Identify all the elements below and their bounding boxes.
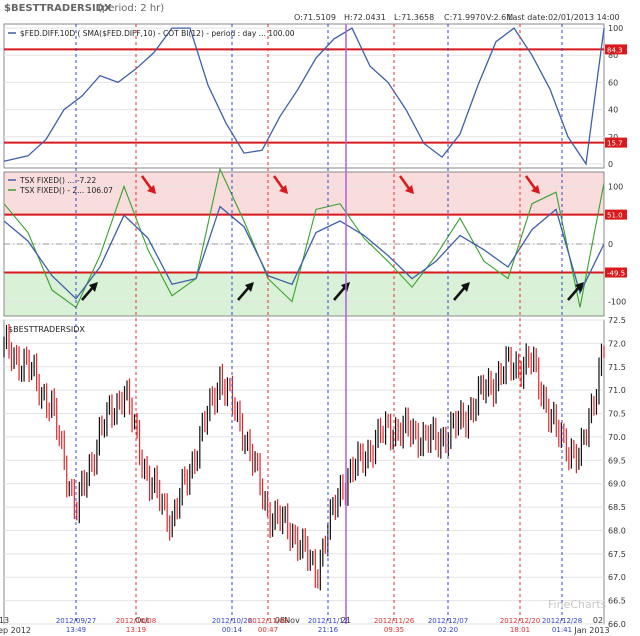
sell-arrow-head <box>147 185 156 194</box>
watermark: FineCharts <box>548 598 607 611</box>
panel-2-legend-2: TSX FIXED() - 2... 106.07 <box>19 186 113 195</box>
panel-2-signal-label: -49.5 <box>607 270 625 278</box>
panel-3-tick-label: 70.5 <box>608 410 626 419</box>
sell-arrow-head <box>405 185 414 194</box>
sell-arrow-head <box>279 185 288 194</box>
fed-diff-panel: 0 20 40 60 80 100 84.3 15.7 $FED.DIFF.10D ( SMA(… <box>3 23 627 169</box>
marker-time-label: 01:41 <box>552 626 572 634</box>
marker-time-label: 00:14 <box>222 626 243 634</box>
sell-arrow-head <box>531 185 540 194</box>
sell-arrow <box>398 175 412 191</box>
panel-1-tick-label: 60 <box>608 78 618 87</box>
marker-time-label: 13:19 <box>126 626 146 634</box>
marker-date-label: 2012/12/28 <box>542 617 582 625</box>
chart-title: $BESTTRADERSIDX <box>4 3 112 14</box>
x-axis-label: Nov <box>284 616 300 625</box>
x-axis-label: 02 <box>593 616 603 625</box>
sell-arrow <box>524 175 538 191</box>
marker-date-label: 2012/11/03 <box>248 617 288 625</box>
panel-3-legend: $BESTTRADERSIDX <box>8 325 85 334</box>
x-axis-sublabel: Sep 2012 <box>0 626 31 635</box>
x-axis-label: 13 <box>0 616 9 625</box>
panel-1-signal-label: 84.3 <box>607 46 623 54</box>
tsx-slow-series <box>3 205 605 300</box>
panel-1-tick-label: 40 <box>608 106 618 115</box>
panel-3-tick-label: 71.5 <box>608 363 626 372</box>
panel-2-tick-label: 0 <box>608 240 613 249</box>
panel-2-tick-label: -100 <box>608 298 626 307</box>
panel-3-tick-label: 72.0 <box>608 339 626 348</box>
ohlc-volume: V:2.6M <box>486 13 513 22</box>
marker-date-label: 2012/10/08 <box>116 617 156 625</box>
panel-1-tick-label: 80 <box>608 51 618 60</box>
panel-3-tick-label: 66.5 <box>608 597 626 606</box>
price-panel: 66.0 66.5 67.0 67.5 68.0 68.5 69.0 69.5 70.0 70.5… <box>3 316 626 629</box>
panel-2-signal-badge <box>605 209 627 220</box>
panel-2-legend-1: TSX FIXED() ... -7.22 <box>19 176 96 185</box>
marker-date-label: 2012/09/27 <box>56 617 96 625</box>
panel-3-tick-label: 71.0 <box>608 386 626 395</box>
panel-3-tick-label: 68.5 <box>608 503 626 512</box>
marker-date-label: 2012/11/12 <box>308 617 348 625</box>
x-axis-label: 21 <box>341 616 351 625</box>
marker-date-label: 2012/10/26 <box>212 617 253 625</box>
chart-period: (period: 2 hr) <box>98 3 164 14</box>
tsx-fast-series <box>3 167 605 309</box>
marker-date-label: 2012/12/20 <box>500 617 540 625</box>
overbought-zone <box>4 172 604 215</box>
marker-date-label: 2012/12/07 <box>428 617 468 625</box>
oversold-zone <box>4 272 604 316</box>
panel-1-tick-label: 0 <box>608 160 613 169</box>
panel-2-signal-label: 51.0 <box>607 212 623 220</box>
panel-1-frame <box>3 23 605 169</box>
marker-time-label: 09:35 <box>384 626 404 634</box>
sell-arrow <box>140 175 154 191</box>
panel-1-tick-label: 100 <box>608 24 623 33</box>
panel-3-tick-label: 70.0 <box>608 433 626 442</box>
panel-3-tick-label: 67.0 <box>608 573 626 582</box>
marker-time-label: 00:47 <box>258 626 278 634</box>
panel-2-frame <box>3 171 605 317</box>
buy-arrow-head <box>89 282 98 292</box>
buy-arrow-head <box>575 282 584 292</box>
ohlc-last-date: Last date:02/01/2013 14:00 <box>508 13 620 22</box>
panel-2-signal-badge <box>605 267 627 278</box>
ohlc-high: H:72.0431 <box>344 13 386 22</box>
ohlc-close: C:71.9970 <box>444 13 485 22</box>
panel-1-tick-label: 20 <box>608 133 618 142</box>
panel-3-tick-label: 69.0 <box>608 480 626 489</box>
buy-arrow-head <box>461 282 470 292</box>
x-axis-label: 08 <box>275 616 285 625</box>
panel-3-tick-label: 68.0 <box>608 526 626 535</box>
panel-3-tick-label: 66.0 <box>608 620 626 629</box>
panel-1-signal-badge <box>605 137 627 148</box>
panel-1-legend: $FED.DIFF.10D ( SMA($FED.DIFF,10) - COT … <box>20 29 295 38</box>
x-axis-sublabel: Jan 2013 <box>573 626 609 635</box>
panel-3-tick-label: 67.5 <box>608 550 626 559</box>
buy-arrow-head <box>245 282 254 292</box>
overlay-markers <box>75 24 584 624</box>
marker-time-label: 02:20 <box>438 626 458 634</box>
marker-time-label: 18:01 <box>510 626 530 634</box>
ohlc-open: O:71.5109 <box>294 13 336 22</box>
panel-3-tick-label: 72.5 <box>608 316 626 325</box>
panel-2-tick-label: 100 <box>608 182 623 191</box>
fed-diff-series <box>3 27 605 166</box>
panel-1-signal-badge <box>605 44 627 55</box>
marker-date-label: 2012/11/26 <box>374 617 415 625</box>
ohlc-low: L:71.3658 <box>394 13 434 22</box>
marker-time-label: 21:16 <box>318 626 339 634</box>
panel-1-signal-label: 15.7 <box>607 140 623 148</box>
panel-3-tick-label: 69.5 <box>608 456 626 465</box>
x-axis-label: Oct <box>135 616 149 625</box>
marker-time-label: 13:49 <box>66 626 86 634</box>
sell-arrow <box>272 175 286 191</box>
